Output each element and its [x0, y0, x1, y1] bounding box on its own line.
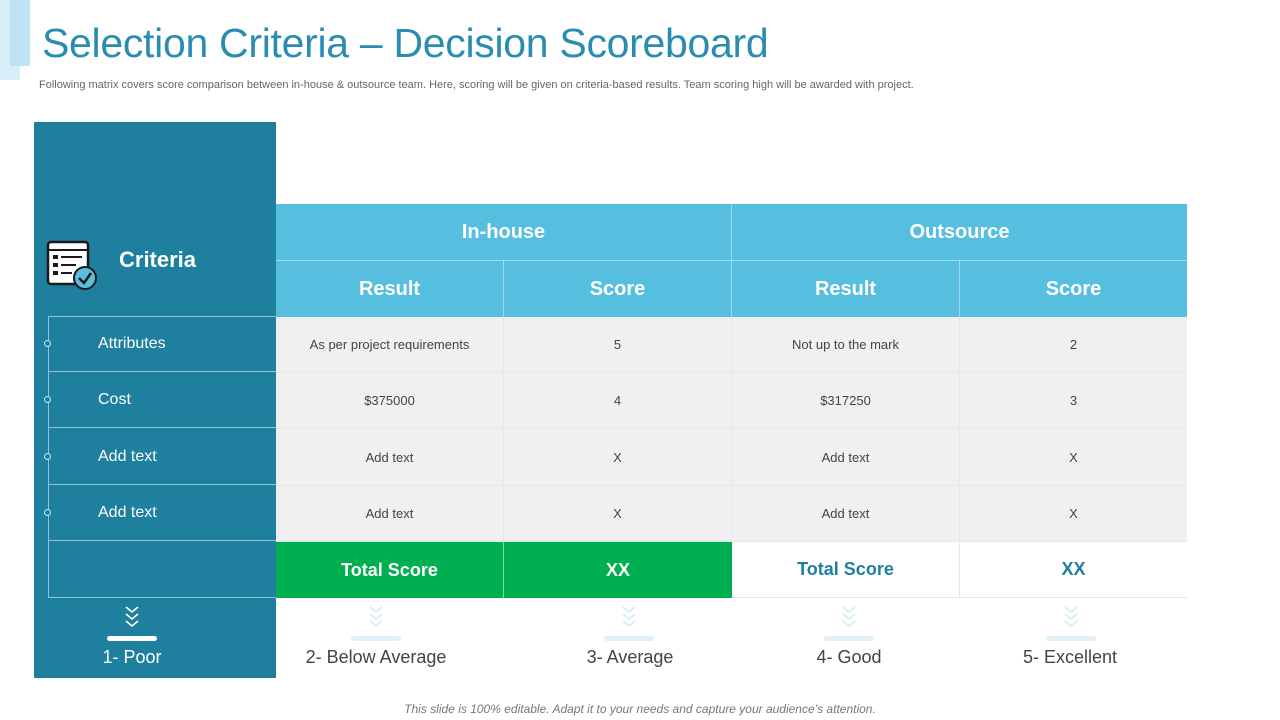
table-cell: 5: [504, 317, 732, 373]
criteria-item-cost: Cost: [44, 372, 276, 428]
table-cell: As per project requirements: [276, 317, 504, 373]
table-cell: Add text: [732, 486, 960, 542]
scale-bar: [824, 636, 874, 641]
criteria-item-3: Add text: [44, 429, 276, 485]
table-cell: $375000: [276, 373, 504, 429]
total-score-value-inhouse: XX: [504, 542, 732, 598]
scale-label-below-average: 2- Below Average: [305, 647, 447, 667]
bullet-dot: [44, 453, 51, 460]
chevron-down-icon: [842, 606, 856, 628]
bullet-dot: [44, 509, 51, 516]
checklist-icon: [46, 240, 97, 290]
corner-decoration-accent: [10, 0, 30, 66]
table-cell: X: [960, 429, 1187, 486]
header-inhouse: In-house: [276, 204, 732, 261]
chevron-down-icon: [1064, 606, 1078, 628]
subheader-outsource-result: Result: [732, 261, 960, 317]
table-cell: Add text: [732, 429, 960, 486]
footer-note: This slide is 100% editable. Adapt it to…: [404, 702, 876, 716]
criteria-title: Criteria: [119, 247, 197, 272]
criteria-item-4: Add text: [44, 485, 276, 541]
subheader-outsource-score: Score: [960, 261, 1187, 317]
table-cell: Add text: [276, 429, 504, 486]
subheader-inhouse-result: Result: [276, 261, 504, 317]
criteria-item-attributes: Attributes: [44, 316, 276, 372]
subheader-inhouse-score: Score: [504, 261, 732, 317]
scale-label-good: 4- Good: [816, 647, 882, 667]
table-cell: 2: [960, 317, 1187, 373]
total-score-label-outsource: Total Score: [732, 542, 960, 598]
chevron-down-icon: [369, 606, 383, 628]
header-outsource: Outsource: [732, 204, 1187, 261]
table-cell: X: [504, 429, 732, 486]
table-cell: Add text: [276, 486, 504, 542]
table-cell: Not up to the mark: [732, 317, 960, 373]
scale-bar: [351, 636, 401, 641]
table-cell: 4: [504, 373, 732, 429]
scale-label-average: 3- Average: [586, 647, 674, 667]
bullet-dot: [44, 340, 51, 347]
chevron-down-icon: [622, 606, 636, 628]
bullet-dot: [44, 396, 51, 403]
page-subtitle: Following matrix covers score comparison…: [39, 79, 914, 91]
scale-label-excellent: 5- Excellent: [1022, 647, 1118, 667]
total-score-label-inhouse: Total Score: [276, 542, 504, 598]
table-cell: 3: [960, 373, 1187, 429]
table-cell: X: [960, 486, 1187, 542]
scale-bar: [1046, 636, 1096, 641]
page-title: Selection Criteria – Decision Scoreboard: [42, 20, 769, 66]
total-score-value-outsource: XX: [960, 542, 1187, 598]
criteria-panel: [34, 122, 276, 678]
scale-label-poor: 1- Poor: [102, 647, 162, 667]
scale-bar: [604, 636, 654, 641]
chevron-down-icon: [125, 606, 139, 628]
table-cell: X: [504, 486, 732, 542]
table-cell: $317250: [732, 373, 960, 429]
scale-bar: [107, 636, 157, 641]
